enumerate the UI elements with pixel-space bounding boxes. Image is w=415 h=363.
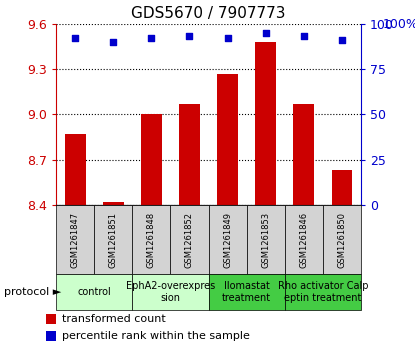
Bar — [217, 74, 238, 205]
FancyBboxPatch shape — [171, 205, 209, 274]
Text: Rho activator Calp
eptin treatment: Rho activator Calp eptin treatment — [278, 281, 368, 303]
Point — [186, 33, 193, 39]
Point — [110, 39, 117, 45]
Text: GSM1261848: GSM1261848 — [147, 212, 156, 268]
Point — [224, 35, 231, 41]
Text: protocol ►: protocol ► — [4, 287, 61, 297]
Point — [339, 37, 345, 43]
FancyBboxPatch shape — [209, 205, 247, 274]
Text: GSM1261852: GSM1261852 — [185, 212, 194, 268]
Text: Ilomastat
treatment: Ilomastat treatment — [222, 281, 271, 303]
Point — [148, 35, 155, 41]
Bar — [141, 114, 162, 205]
FancyBboxPatch shape — [285, 205, 323, 274]
Text: GSM1261849: GSM1261849 — [223, 212, 232, 268]
FancyBboxPatch shape — [323, 205, 361, 274]
FancyBboxPatch shape — [94, 205, 132, 274]
Text: control: control — [77, 287, 111, 297]
Text: percentile rank within the sample: percentile rank within the sample — [62, 331, 250, 341]
Y-axis label: 100%: 100% — [383, 18, 415, 31]
Bar — [103, 202, 124, 205]
Text: GSM1261851: GSM1261851 — [109, 212, 118, 268]
FancyBboxPatch shape — [132, 274, 209, 310]
Text: transformed count: transformed count — [62, 314, 166, 324]
Bar — [179, 104, 200, 205]
FancyBboxPatch shape — [285, 274, 361, 310]
FancyBboxPatch shape — [56, 205, 94, 274]
Text: EphA2-overexpres
sion: EphA2-overexpres sion — [126, 281, 215, 303]
Bar — [65, 134, 85, 205]
Point — [72, 35, 78, 41]
Bar — [293, 104, 314, 205]
Point — [300, 33, 307, 39]
Title: GDS5670 / 7907773: GDS5670 / 7907773 — [131, 6, 286, 21]
FancyBboxPatch shape — [56, 274, 132, 310]
Text: GSM1261853: GSM1261853 — [261, 212, 270, 268]
FancyBboxPatch shape — [209, 274, 285, 310]
Point — [262, 30, 269, 36]
Bar — [255, 42, 276, 205]
FancyBboxPatch shape — [132, 205, 171, 274]
Text: GSM1261846: GSM1261846 — [299, 212, 308, 268]
Text: GSM1261850: GSM1261850 — [337, 212, 347, 268]
Text: GSM1261847: GSM1261847 — [71, 212, 80, 268]
Bar — [332, 170, 352, 205]
FancyBboxPatch shape — [247, 205, 285, 274]
